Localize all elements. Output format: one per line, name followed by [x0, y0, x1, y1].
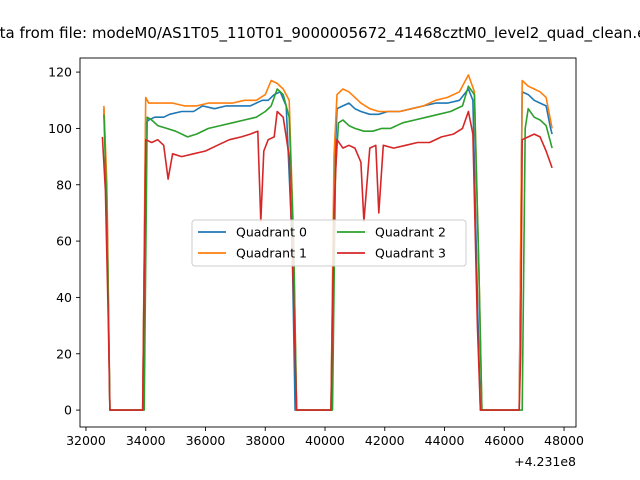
plot-area — [101, 74, 553, 411]
x-tick-label: 44000 — [425, 433, 465, 448]
x-tick-label: 34000 — [126, 433, 166, 448]
legend-box — [191, 219, 467, 267]
y-tick-label: 40 — [56, 290, 72, 305]
y-tick-label: 80 — [56, 177, 72, 192]
series-line-quadrant-3 — [101, 110, 553, 411]
y-tick-label: 0 — [64, 403, 72, 418]
x-tick-label: 42000 — [365, 433, 405, 448]
y-tick-label: 20 — [56, 346, 72, 361]
x-axis: 32000 34000 36000 38000 40000 42000 44000 46000… — [66, 427, 584, 448]
legend-label-quadrant-0: Quadrant 0 — [236, 225, 307, 240]
x-tick-label: 48000 — [544, 433, 584, 448]
chart-title: Data from file: modeM0/AS1T05_110T01_900… — [0, 24, 640, 43]
y-tick-label: 60 — [56, 234, 72, 249]
x-tick-label: 38000 — [245, 433, 285, 448]
x-tick-label: 46000 — [484, 433, 524, 448]
legend-label-quadrant-2: Quadrant 2 — [375, 225, 446, 240]
y-axis: 0 20 40 60 80 100 120 — [48, 65, 80, 418]
legend-label-quadrant-3: Quadrant 3 — [375, 246, 446, 261]
x-tick-label: 40000 — [305, 433, 345, 448]
y-tick-label: 120 — [48, 65, 72, 80]
y-tick-label: 100 — [48, 121, 72, 136]
legend: Quadrant 0 Quadrant 1 Quadrant 2 Quadrant 3 — [191, 219, 467, 267]
x-axis-offset-label: +4.231e8 — [514, 454, 576, 469]
legend-label-quadrant-1: Quadrant 1 — [236, 246, 307, 261]
x-tick-label: 36000 — [186, 433, 226, 448]
x-tick-label: 32000 — [66, 433, 106, 448]
plot-frame — [79, 57, 577, 428]
